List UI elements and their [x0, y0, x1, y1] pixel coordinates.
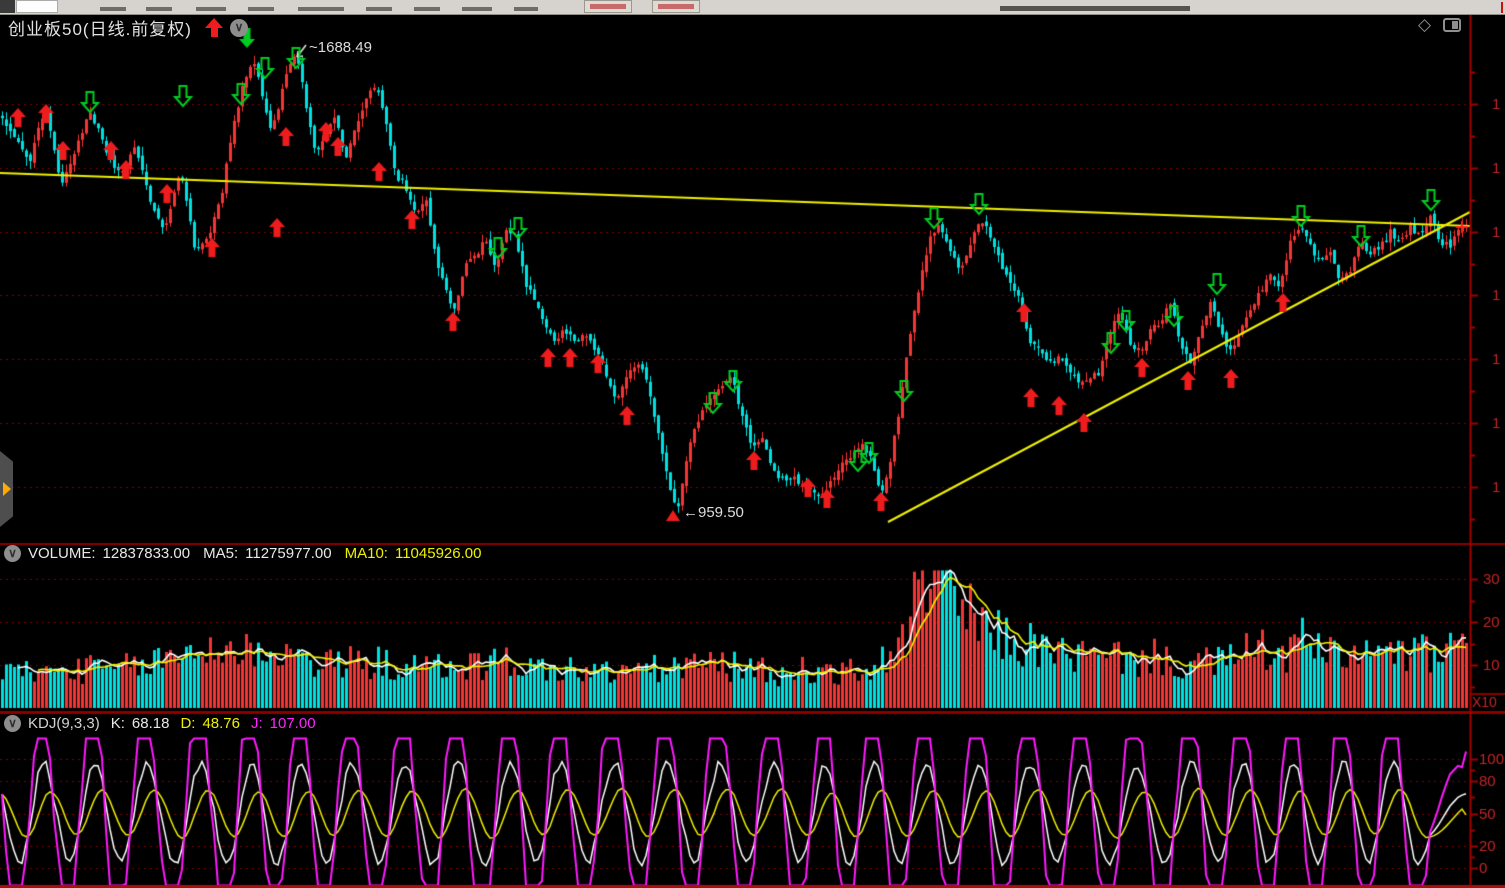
low-price-annotation: ←959.50 [683, 504, 744, 521]
j-value: 107.00 [269, 715, 316, 732]
k-label: K: [110, 715, 125, 732]
menu-item[interactable] [298, 7, 344, 11]
kdj-label: KDJ(9,3,3) [28, 715, 100, 732]
menu-bar[interactable] [0, 0, 1505, 15]
window-title-remnant [1000, 6, 1190, 11]
toolbar-field[interactable] [16, 0, 58, 13]
expand-arrow-icon [3, 482, 11, 496]
menu-item[interactable] [248, 7, 274, 11]
kdj-header: ∨ KDJ(9,3,3) K: 68.18 D: 48.76 J: 107.00 [4, 715, 316, 732]
menu-item[interactable] [196, 7, 226, 11]
menu-item[interactable] [146, 7, 172, 11]
menu-item[interactable] [462, 7, 492, 11]
menu-item[interactable] [514, 7, 538, 11]
menu-item[interactable] [100, 7, 126, 11]
scroll-remnant [1501, 2, 1503, 13]
chevron-down-icon[interactable]: ∨ [4, 545, 21, 562]
high-price-annotation: ~1688.49 [309, 39, 372, 56]
chevron-down-icon[interactable]: ∨ [4, 715, 21, 732]
panel-layout-icon[interactable] [1443, 18, 1461, 32]
chart-title-row: 创业板50(日线.前复权) ∨ [8, 15, 248, 40]
diamond-icon[interactable]: ◇ [1418, 15, 1432, 34]
d-label: D: [180, 715, 196, 732]
ma5-value: 11275977.00 [245, 545, 332, 562]
ma5-label: MA5: [203, 545, 239, 562]
page-title: 创业板50(日线.前复权) [8, 20, 192, 39]
ma10-value: 11045926.00 [394, 545, 482, 562]
toolbar-button[interactable] [584, 0, 632, 13]
menu-item[interactable] [414, 7, 440, 11]
toolbar-button[interactable] [652, 0, 700, 13]
volume-header: ∨ VOLUME: 12837833.00 MA5: 11275977.00 M… [4, 545, 481, 562]
sidebar-expand-handle[interactable] [0, 451, 13, 527]
volume-value: 12837833.00 [102, 545, 191, 562]
app-icon [0, 0, 15, 13]
j-label: J: [250, 715, 263, 732]
chevron-down-icon[interactable]: ∨ [229, 18, 248, 37]
menu-item[interactable] [366, 7, 392, 11]
up-arrow-icon [204, 17, 224, 38]
k-value: 68.18 [131, 715, 170, 732]
volume-label: VOLUME: [28, 545, 96, 562]
d-value: 48.76 [202, 715, 240, 732]
ma10-label: MA10: [344, 545, 388, 562]
